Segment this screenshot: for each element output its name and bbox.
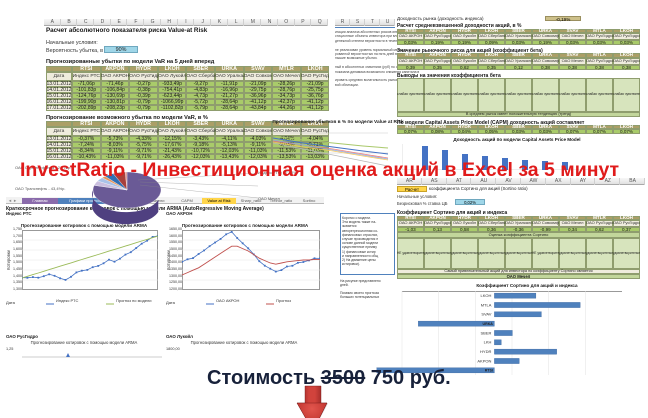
svg-text:URKA: URKA — [483, 322, 494, 326]
svg-text:LKH: LKH — [484, 340, 492, 345]
svg-text:AKPON: AKPON — [477, 358, 491, 363]
svg-text:SVAV: SVAV — [481, 312, 491, 317]
svg-text:MTLA: MTLA — [481, 302, 492, 307]
svg-text:LKOH: LKOH — [480, 293, 491, 298]
svg-text:HYDR: HYDR — [480, 349, 491, 354]
svg-text:SBER: SBER — [480, 330, 491, 335]
svg-text:RTSI: RTSI — [485, 369, 493, 373]
